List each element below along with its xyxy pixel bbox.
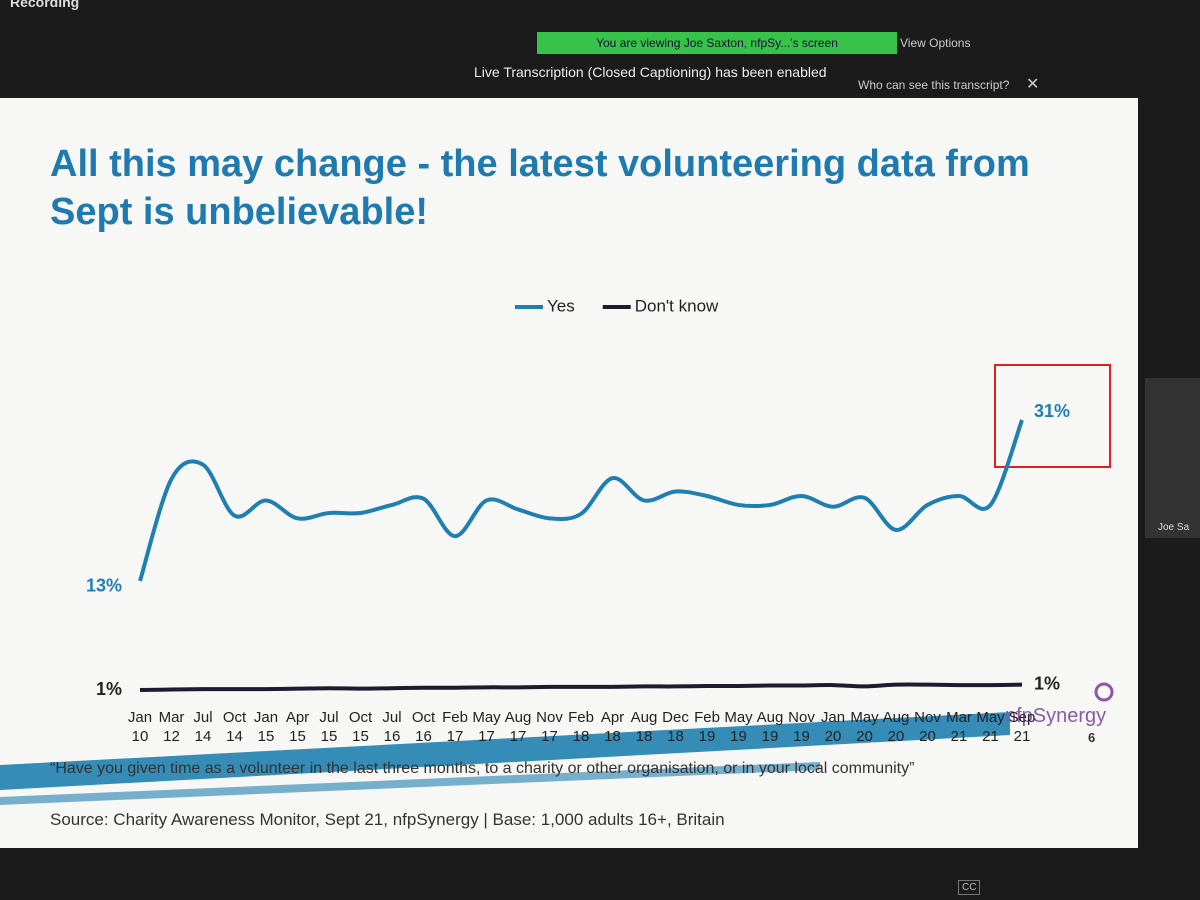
x-tick-label: May 21 [976, 709, 1005, 745]
page-number: 6 [1088, 730, 1096, 745]
x-tick-label: Apr 18 [600, 709, 625, 745]
x-tick-label: Oct 14 [222, 709, 247, 745]
x-tick-label: Aug 19 [756, 709, 784, 745]
sharing-banner: You are viewing Joe Saxton, nfpSy...'s s… [537, 32, 897, 54]
view-options[interactable]: View Options [900, 36, 971, 50]
x-tick-label: Jan 10 [127, 709, 153, 745]
transcript-link[interactable]: Who can see this transcript? [858, 78, 1010, 92]
participant-tile[interactable] [1145, 378, 1200, 538]
transcription-notice: Live Transcription (Closed Captioning) h… [474, 64, 827, 80]
x-tick-label: Aug 20 [882, 709, 910, 745]
x-tick-label: May 17 [472, 709, 501, 745]
data-label: 31% [1034, 401, 1070, 421]
stripe [0, 762, 820, 805]
legend-label: Don't know [635, 296, 719, 315]
x-tick-label: Dec 18 [662, 709, 689, 745]
logo: nfpSynergy [1005, 705, 1107, 727]
x-tick-label: Jul 16 [382, 709, 402, 745]
data-label: 1% [1034, 673, 1060, 693]
x-tick-label: Nov 20 [914, 709, 941, 745]
highlight-box [994, 364, 1111, 468]
x-tick-label: Apr 15 [285, 709, 310, 745]
x-tick-label: Oct 16 [411, 709, 436, 745]
x-tick-label: Jul 14 [193, 709, 213, 745]
x-tick-label: Aug 17 [504, 709, 532, 745]
data-label: 1% [96, 679, 122, 699]
x-tick-label: Nov 17 [536, 709, 563, 745]
recording-indicator: Recording [10, 0, 80, 10]
source: Source: Charity Awareness Monitor, Sept … [50, 810, 725, 829]
logo-icon [1094, 682, 1114, 702]
close-button[interactable]: ✕ [1026, 76, 1040, 93]
x-tick-label: Feb 17 [442, 709, 468, 745]
x-tick-label: Feb 18 [568, 709, 594, 745]
x-tick-label: May 20 [850, 709, 879, 745]
x-tick-label: Oct 15 [348, 709, 373, 745]
x-tick-label: Jul 15 [319, 709, 339, 745]
series-line [139, 682, 1023, 692]
x-tick-label: Aug 18 [630, 709, 658, 745]
x-tick-label: Mar 12 [158, 709, 185, 745]
x-tick-label: Feb 19 [694, 709, 720, 745]
data-label: 13% [86, 576, 122, 596]
question: “Have you given time as a volunteer in t… [50, 760, 915, 777]
x-tick-label: May 19 [724, 709, 753, 745]
series-line [138, 419, 1024, 582]
stripe [0, 712, 1010, 790]
x-tick-label: Nov 19 [788, 709, 815, 745]
slide-title: All this may change - the latest volunte… [50, 143, 1030, 233]
participant-name: Joe Sa [1158, 522, 1190, 533]
x-tick-label: Sep 21 [1008, 709, 1036, 745]
x-tick-label: Mar 21 [946, 709, 972, 745]
legend-label: Yes [547, 296, 575, 315]
x-tick-label: Jan 15 [253, 709, 279, 745]
cc-button[interactable]: CC [958, 880, 981, 895]
x-tick-label: Jan 20 [820, 709, 846, 745]
